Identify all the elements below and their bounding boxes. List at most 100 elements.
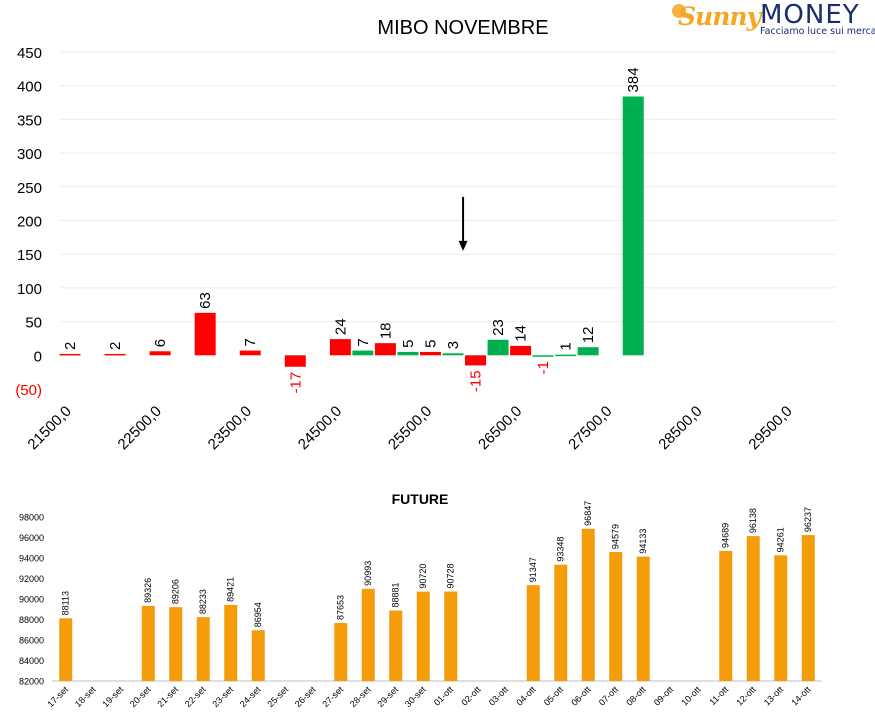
x-tick-label: 28500,0 [655,403,705,453]
x-tick-label: 07-ott [597,684,621,708]
x-tick-label: 22-set [183,684,208,709]
y-tick-label: 84000 [19,656,44,666]
x-tick-label: 26-set [293,684,318,709]
bar [239,350,261,356]
bar-value-label: 6 [152,339,169,347]
x-tick-label: 27500,0 [565,403,615,453]
bar-value-label: 24 [332,318,349,335]
x-tick-label: 13-ott [762,684,786,708]
bar [532,355,554,357]
x-tick-label: 05-ott [542,684,566,708]
x-tick-label: 23-set [210,684,235,709]
bar-value-label: 7 [242,338,259,346]
bar [389,610,403,681]
x-tick-label: 22500,0 [115,403,165,453]
x-tick-label: 21500,0 [24,403,74,453]
x-tick-label: 25500,0 [385,403,435,453]
x-tick-label: 29-set [375,684,400,709]
bar [609,552,623,681]
mibo-novembre-chart: MIBO NOVEMBRE (50) 0 50 100 150 200 250 300 350 40… [15,17,836,453]
bar [251,630,265,681]
bar [59,353,81,356]
x-tick-label: 11-ott [707,684,730,707]
bar [59,618,73,681]
bar [636,556,650,681]
bar [510,345,532,356]
bar-value-label: 90720 [418,564,428,589]
x-tick-label: 02-ott [459,684,483,708]
bar [361,588,375,681]
x-tick-label: 01-ott [432,684,456,708]
logo-brand-sunny: Sunny [678,2,761,31]
x-tick-label: 19-set [100,684,125,709]
bar-value-label: 94689 [721,523,731,548]
bar [352,350,374,356]
x-tick-label: 17-set [45,684,70,709]
y-tick-label: 150 [17,247,42,264]
x-tick-label: 29500,0 [745,403,795,453]
bar-value-label: 88233 [198,589,208,614]
bar-value-label: 96237 [803,507,813,532]
future-chart: FUTURE 82000 84000 86000 88000 90000 92000 9400… [19,491,822,709]
bar-value-label: 3 [445,341,462,349]
bar-value-label: 94261 [776,527,786,552]
bar [487,339,509,356]
bar-value-label: 87653 [336,595,346,620]
bar-value-label: 12 [580,327,597,344]
bar [141,605,155,681]
x-tick-label: 09-ott [652,684,676,708]
x-tick-label: 27-set [320,684,345,709]
bar [416,591,430,681]
bar-value-label: 90728 [446,564,456,589]
x-tick-label: 03-ott [487,684,511,708]
x-tick-label: 08-ott [624,684,648,708]
annotation-arrow-head [458,240,468,251]
bar [104,353,126,356]
bar [622,96,644,356]
y-tick-label: 88000 [19,615,44,625]
logo-tagline: Facciamo luce sui mercati [760,26,875,37]
x-tick-label: 21-set [155,684,180,709]
bar [194,312,216,356]
bar [169,607,183,681]
y-tick-label: 300 [17,146,42,163]
bar [719,550,733,681]
bar-value-label: -17 [287,372,304,394]
bar-value-label: 384 [625,67,642,92]
y-tick-label: 90000 [19,595,44,605]
bar-value-label: 89326 [143,578,153,603]
bar-value-label: 96847 [583,501,593,526]
bar-value-label: 96138 [748,508,758,533]
x-tick-label: 14-ott [789,684,813,708]
y-tick-label: 98000 [19,513,44,523]
bar [774,555,788,681]
sunny-money-logo: Sunny MONEY Facciamo luce sui mercati [672,0,875,40]
bar [397,351,419,356]
x-tick-label: 18-set [73,684,98,709]
bar-value-label: 88881 [391,582,401,607]
bar [442,353,464,356]
bar [329,339,351,356]
bar [746,536,760,681]
y-tick-label: 250 [17,180,42,197]
bar [224,604,238,681]
bar [196,617,210,681]
x-tick-label: 12-ott [734,684,758,708]
bar-value-label: 86954 [253,602,263,627]
bar-value-label: 23 [490,319,507,336]
y-tick-label: 0 [34,348,42,365]
y-tick-label: 86000 [19,636,44,646]
bar-value-label: 91347 [528,557,538,582]
bar-value-label: -1 [535,361,552,374]
y-tick-label: (50) [15,382,42,399]
x-tick-label: 26500,0 [475,403,525,453]
bar [526,585,540,681]
bar-value-label: 5 [422,340,439,348]
y-tick-label: 50 [25,315,42,332]
x-tick-label: 24-set [238,684,263,709]
x-tick-label: 30-set [403,684,428,709]
bar-value-label: 14 [513,325,530,342]
bar-value-label: 89421 [226,577,236,602]
chart-title: FUTURE [392,491,449,507]
bar [419,351,441,356]
